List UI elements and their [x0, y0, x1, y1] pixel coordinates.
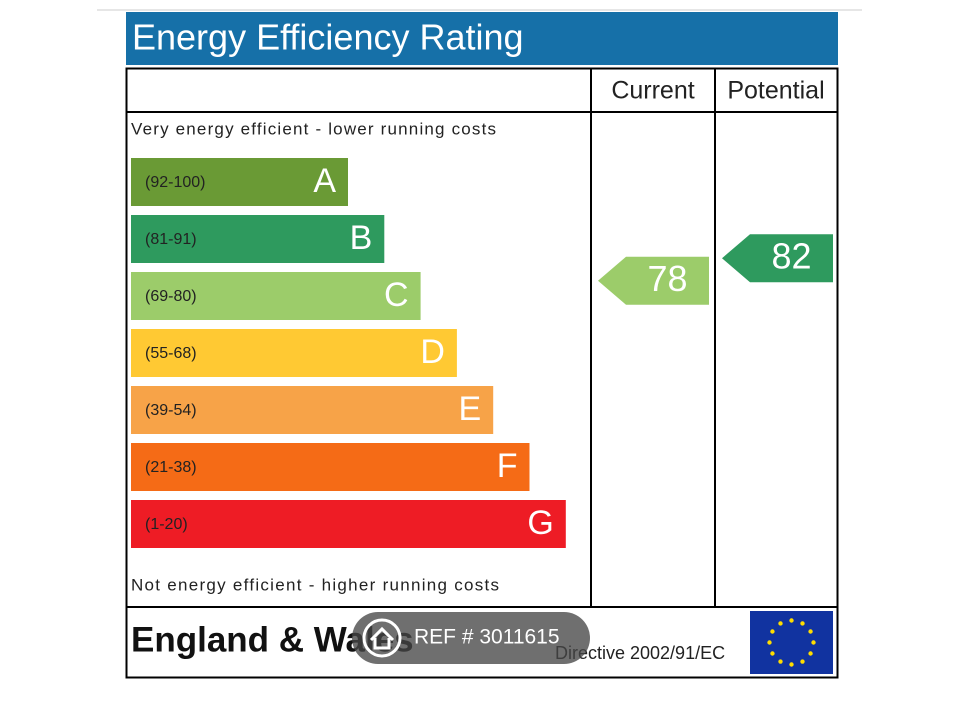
star [770, 651, 775, 656]
band [131, 272, 421, 320]
star [811, 640, 816, 645]
rating-arrow [598, 256, 709, 305]
band [131, 329, 457, 377]
band-range: (39-54) [145, 402, 197, 419]
band-range: (1-20) [145, 516, 188, 533]
bottom-note: Not energy efficient - higher running co… [131, 575, 499, 594]
band-range: (92-100) [145, 174, 205, 191]
star [789, 662, 794, 667]
band-letter: D [420, 333, 445, 371]
band-range: (21-38) [145, 459, 197, 476]
ref-text: REF # 3011615 [414, 626, 560, 649]
top-note: Very energy efficient - lower running co… [131, 119, 496, 138]
star [770, 629, 775, 634]
band-range: (55-68) [145, 345, 197, 362]
directive: Directive 2002/91/EC [555, 643, 725, 663]
band-letter: F [497, 447, 518, 485]
star [800, 659, 805, 664]
current-header: Current [611, 77, 694, 105]
star [808, 651, 813, 656]
rating-value: 78 [647, 258, 687, 299]
band-range: (69-80) [145, 288, 197, 305]
star [808, 629, 813, 634]
band-letter: E [459, 390, 482, 428]
band [131, 158, 348, 206]
home-icon-roof [369, 626, 395, 650]
band [131, 215, 385, 263]
star [789, 618, 794, 623]
band-range: (81-91) [145, 231, 197, 248]
band [131, 443, 530, 491]
band-letter: C [384, 276, 409, 314]
rating-value: 82 [771, 236, 811, 277]
title-bar [126, 12, 838, 65]
band [131, 386, 494, 434]
overlay-pill [352, 612, 590, 664]
rating-arrow [722, 234, 833, 283]
eu-flag [750, 611, 833, 674]
star [778, 621, 783, 626]
star [800, 621, 805, 626]
potential-header: Potential [727, 77, 824, 105]
title: Energy Efficiency Rating [132, 17, 524, 58]
star [778, 659, 783, 664]
band-letter: B [350, 219, 373, 257]
ref-overlay[interactable]: REF # 3011615 [352, 612, 590, 664]
band-letter: A [313, 162, 336, 200]
band-letter: G [527, 504, 553, 542]
band [131, 500, 566, 548]
frame [125, 67, 839, 679]
home-icon [362, 618, 402, 658]
star [767, 640, 772, 645]
